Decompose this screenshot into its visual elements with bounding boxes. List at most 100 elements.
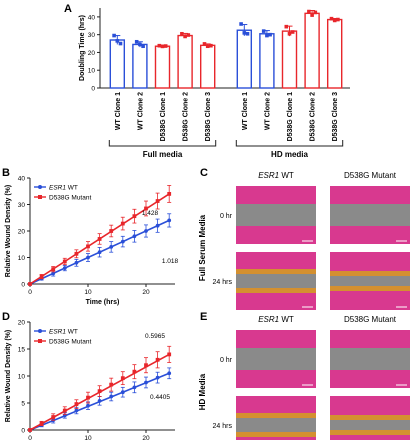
- data-point: [155, 223, 160, 228]
- slope-annotation: 1.018: [162, 258, 179, 265]
- y-tick-label: 10: [88, 68, 96, 75]
- micrograph-row-label: 24 hrs: [213, 423, 233, 430]
- wound-gap: [330, 276, 410, 286]
- panel-letter-d: D: [2, 311, 10, 323]
- data-point: [167, 218, 172, 223]
- micrograph-side-label: HD Media: [198, 373, 207, 410]
- data-point: [313, 10, 318, 15]
- data-point: [74, 251, 79, 256]
- data-point: [134, 39, 139, 44]
- data-point: [28, 282, 32, 286]
- migration-front: [236, 432, 316, 437]
- y-tick-label: 0: [91, 86, 95, 93]
- data-point: [138, 42, 142, 47]
- bar: [132, 43, 148, 89]
- category-label: WT Clone 2: [264, 92, 271, 130]
- data-point: [144, 206, 148, 211]
- y-tick-label: 20: [18, 229, 26, 236]
- legend-label: ESR1 WT: [49, 329, 78, 336]
- data-point: [261, 29, 266, 33]
- wound-density-hd-media-chart: 0510152001020Time (hrs)Relative Wound De…: [5, 320, 175, 440]
- data-point: [120, 390, 125, 395]
- x-tick-label: 20: [142, 289, 150, 296]
- data-point: [336, 17, 340, 22]
- data-point: [329, 16, 334, 21]
- data-point: [167, 192, 172, 196]
- migration-front: [236, 269, 316, 274]
- wound-gap: [236, 348, 316, 370]
- bar: [199, 44, 216, 89]
- y-tick-label: 40: [18, 176, 26, 183]
- wound-gap: [236, 418, 316, 432]
- data-point: [74, 260, 79, 265]
- panel-letter-c: C: [200, 167, 208, 179]
- migration-front: [236, 288, 316, 293]
- wound-gap: [236, 274, 316, 288]
- y-tick-label: 10: [18, 255, 26, 262]
- data-point: [118, 41, 123, 46]
- data-point: [167, 371, 172, 376]
- data-point: [155, 357, 160, 362]
- y-tick-label: 40: [88, 14, 96, 21]
- group-bracket: [235, 140, 344, 147]
- data-point: [39, 274, 44, 279]
- micrograph-row-label: 0 hr: [220, 213, 233, 220]
- data-point: [86, 244, 90, 249]
- data-point: [209, 43, 213, 48]
- data-point: [186, 33, 191, 37]
- wound-gap: [330, 420, 410, 430]
- data-point: [62, 408, 67, 413]
- data-point: [160, 44, 165, 49]
- data-point: [157, 43, 162, 48]
- data-point: [183, 34, 187, 39]
- panel-letter-b: B: [2, 167, 10, 179]
- bar: [177, 34, 193, 89]
- bar: [326, 18, 343, 89]
- data-point: [144, 380, 148, 385]
- data-point: [109, 382, 114, 387]
- data-point: [307, 9, 311, 14]
- data-point: [290, 30, 295, 34]
- data-point: [86, 255, 90, 260]
- data-point: [132, 234, 137, 239]
- data-point: [141, 44, 145, 49]
- category-label: D538G Clone 3: [332, 92, 339, 142]
- data-point: [155, 375, 160, 380]
- category-label: D538G Clone 3: [205, 92, 212, 142]
- bar: [236, 29, 253, 89]
- data-point: [167, 352, 172, 357]
- data-point: [112, 33, 116, 38]
- data-point: [97, 237, 102, 241]
- legend-marker: [38, 195, 42, 199]
- data-point: [97, 398, 102, 403]
- legend-label: ESR1 WT: [49, 185, 78, 192]
- data-point: [287, 31, 292, 36]
- slope-annotation: 1.428: [142, 210, 159, 217]
- data-point: [132, 214, 137, 219]
- data-point: [115, 39, 120, 43]
- legend-marker: [38, 185, 42, 189]
- legend-label: D538G Mutant: [49, 339, 91, 346]
- data-point: [155, 199, 160, 203]
- data-point: [242, 31, 247, 35]
- wound-gap: [330, 348, 410, 370]
- data-point: [120, 376, 125, 381]
- category-label: D538G Clone 1: [287, 92, 294, 142]
- bar: [281, 30, 298, 89]
- legend-label: D538G Mutant: [49, 195, 91, 202]
- data-point: [120, 239, 125, 244]
- data-point: [97, 250, 102, 255]
- x-tick-label: 0: [28, 435, 32, 440]
- data-point: [163, 44, 168, 48]
- y-tick-label: 10: [18, 374, 26, 381]
- legend-marker: [38, 339, 42, 343]
- slope-annotation: 0.5965: [145, 333, 165, 340]
- data-point: [51, 267, 56, 272]
- x-tick-label: 20: [142, 435, 150, 440]
- micrograph-column-header: ESR1 WT: [258, 171, 294, 180]
- micrograph-column-header: D538G Mutant: [344, 315, 397, 324]
- data-point: [180, 31, 184, 36]
- data-point: [144, 229, 148, 233]
